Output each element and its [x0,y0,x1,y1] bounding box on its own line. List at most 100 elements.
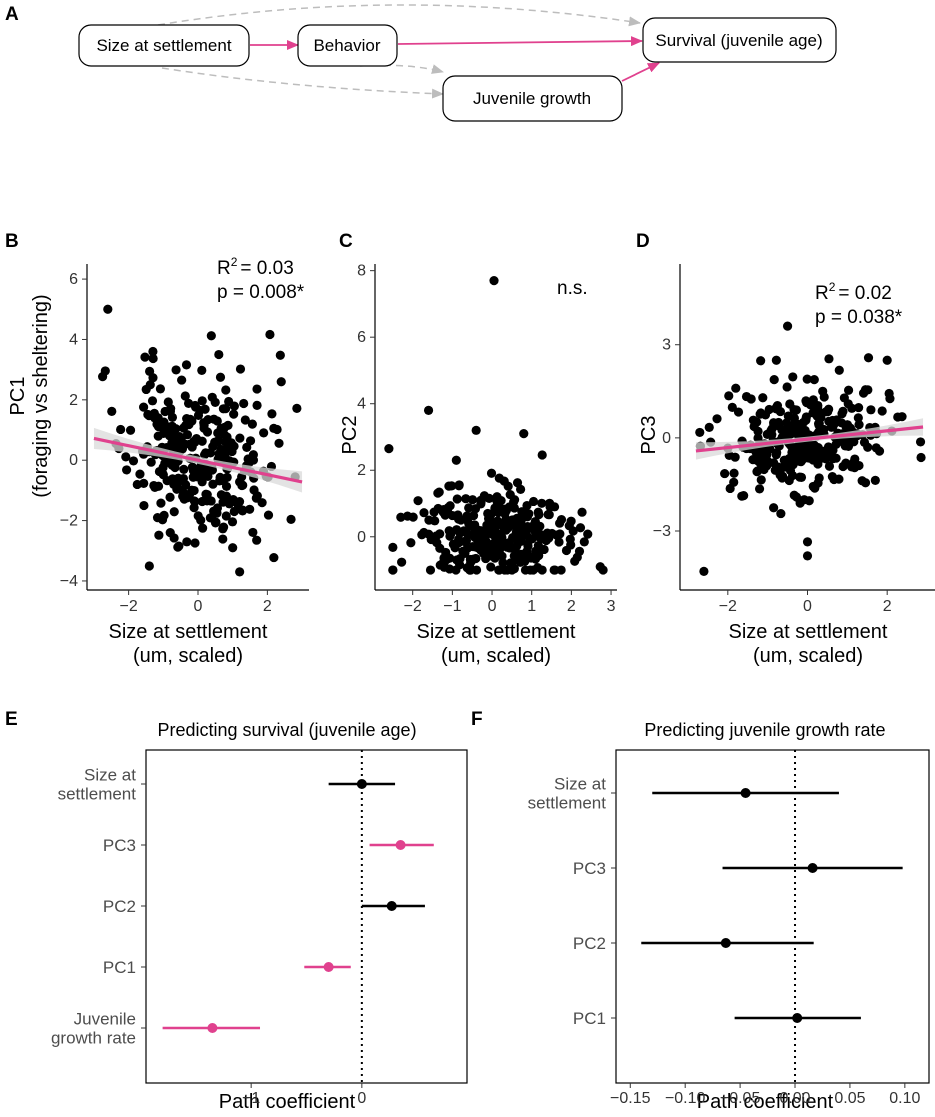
f-estimate-point [807,863,818,873]
d-point [802,537,813,547]
c-point [536,533,546,544]
panel-b: B PC1 (foraging vs sheltering) Size at s… [5,231,305,667]
c-point [544,498,555,508]
d-point [771,355,781,365]
c-y-tick-label: 0 [357,529,366,546]
c-x-tick-label: −1 [443,598,461,615]
d-point [737,491,747,501]
c-y-tick-label: 2 [357,462,366,479]
c-point [465,554,475,565]
c-point [522,553,532,563]
d-xlabel: Size at settlement [729,621,888,643]
d-point [704,422,714,432]
b-point [169,507,179,517]
c-point [454,480,464,490]
d-point [818,386,828,396]
b-point [257,498,267,508]
b-point [248,455,259,465]
e-category-label: Size at [84,766,136,785]
b-p-value: p = 0.008* [217,282,305,303]
d-y-tick-label: −3 [653,523,671,540]
c-point [468,495,478,505]
d-point [720,468,730,479]
c-x-tick-label: 2 [567,598,576,615]
panel-label-c: C [339,231,353,252]
d-point [695,427,705,438]
b-point [213,428,223,438]
c-point [483,541,493,551]
c-point [406,538,416,548]
d-point [916,452,926,463]
c-point [525,565,535,575]
b-point [252,384,262,394]
b-x-tick-label: −2 [120,598,138,615]
plots: −4 −2 0 2 4 6 −2 0 2 0 2 4 6 8 −2 −1 0 1 2 3 −3 0 3 −2 0 2 −1 0 Size… [51,263,935,1107]
b-point [209,414,219,424]
b-point [208,479,218,489]
b-point [193,511,203,521]
d-x-tick-label: 2 [883,598,892,615]
d-point [897,412,907,422]
d-point [870,475,880,485]
d-point [801,415,811,425]
c-point [533,562,543,573]
b-point [103,304,113,314]
c-point [462,527,472,538]
d-point [809,375,819,385]
c-point [509,497,519,507]
b-point [221,511,231,521]
c-point [445,564,455,574]
c-point [522,500,532,511]
d-point [795,472,805,482]
b-point [286,514,296,524]
b-point [247,419,257,429]
c-point [435,529,445,539]
c-point [555,518,565,528]
d-point [797,455,807,465]
e-category-label: PC1 [103,958,136,977]
b-point [183,398,194,408]
node-juvenile-growth: Juvenile growth [473,89,591,108]
b-point [189,485,199,496]
c-point [486,562,496,572]
f-estimate-point [720,938,731,948]
d-point [866,405,876,415]
d-point [831,453,841,463]
node-survival-box [642,17,837,63]
d-point [785,399,795,409]
b-point [235,567,245,577]
c-point [507,558,517,568]
b-point [248,527,258,538]
d-point [756,475,766,485]
d-point [802,374,812,384]
d-point [854,402,864,413]
panel-a: A Size at settlement Behavior Survival (… [5,4,837,122]
d-point [791,443,801,453]
d-point [779,455,789,465]
b-xlabel: Size at settlement [109,621,268,643]
b-point [199,420,209,430]
e-x-tick-label: −1 [242,1090,260,1107]
b-point [171,365,181,375]
d-point [882,355,892,365]
d-point [729,468,739,478]
panel-e: E Predicting survival (juvenile age) Pat… [5,709,417,1113]
c-point [598,565,608,575]
c-point [461,494,471,504]
c-point [507,565,517,575]
f-x-tick-label: 0.00 [779,1090,810,1107]
b-point [221,481,232,492]
d-y-tick-label: 0 [662,430,671,447]
panel-label-d: D [636,231,650,252]
b-point [135,469,145,479]
b-point [215,372,226,382]
b-point [188,472,198,482]
c-point [517,507,527,517]
d-point [843,385,854,395]
c-point [523,539,533,549]
d-point [746,394,756,404]
d-point [808,408,818,418]
b-y-tick-label: 4 [69,331,78,348]
b-point [121,452,131,462]
